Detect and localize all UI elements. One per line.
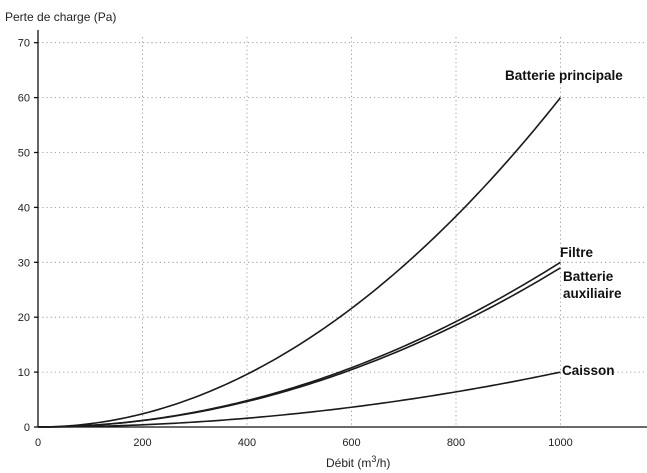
series-label-3: Batterie auxiliaire (563, 269, 622, 301)
y-tick-label: 50 (18, 148, 30, 160)
y-tick-label: 30 (18, 257, 30, 269)
x-axis-title: Débit (m3/h) (326, 454, 390, 470)
series-label-4: Caisson (562, 363, 615, 378)
series-label-line: Caisson (562, 363, 615, 378)
x-axis-title-end: /h) (376, 456, 390, 470)
series-line-4 (37, 371, 561, 428)
series-label-line: Batterie (563, 269, 614, 284)
series-label-line: Filtre (560, 245, 593, 260)
x-tick-label: 800 (447, 437, 465, 449)
x-tick-label: 600 (342, 437, 360, 449)
x-tick-label: 1000 (548, 437, 572, 449)
y-tick-label: 60 (18, 93, 30, 105)
x-axis-title-main: Débit (m (326, 456, 371, 470)
series-lines (37, 97, 562, 428)
series-label-line: Batterie principale (505, 68, 623, 83)
x-axis-title-sup: 3 (371, 454, 376, 464)
y-axis-title: Perte de charge (Pa) (5, 10, 116, 24)
series-label-2: Filtre (560, 245, 593, 260)
tick-labels: 0 10 20 30 40 50 60 70 0 200 400 600 800 1000 (18, 38, 573, 449)
x-tick-label: 400 (238, 437, 256, 449)
series-line-1 (37, 97, 562, 428)
x-tick-label: 200 (133, 437, 151, 449)
y-tick-label: 20 (18, 312, 30, 324)
y-tick-label: 40 (18, 202, 30, 214)
axes (34, 30, 647, 428)
x-tick-label: 0 (35, 437, 41, 449)
series-label-line: auxiliaire (563, 286, 622, 301)
series-labels: Batterie principale Filtre Batterie auxilia… (505, 68, 623, 378)
y-tick-label: 70 (18, 38, 30, 50)
y-tick-label: 10 (18, 367, 30, 379)
series-line-3 (37, 267, 561, 428)
y-tick-label: 0 (24, 422, 30, 434)
grid-lines (38, 37, 647, 427)
series-label-1: Batterie principale (505, 68, 623, 83)
